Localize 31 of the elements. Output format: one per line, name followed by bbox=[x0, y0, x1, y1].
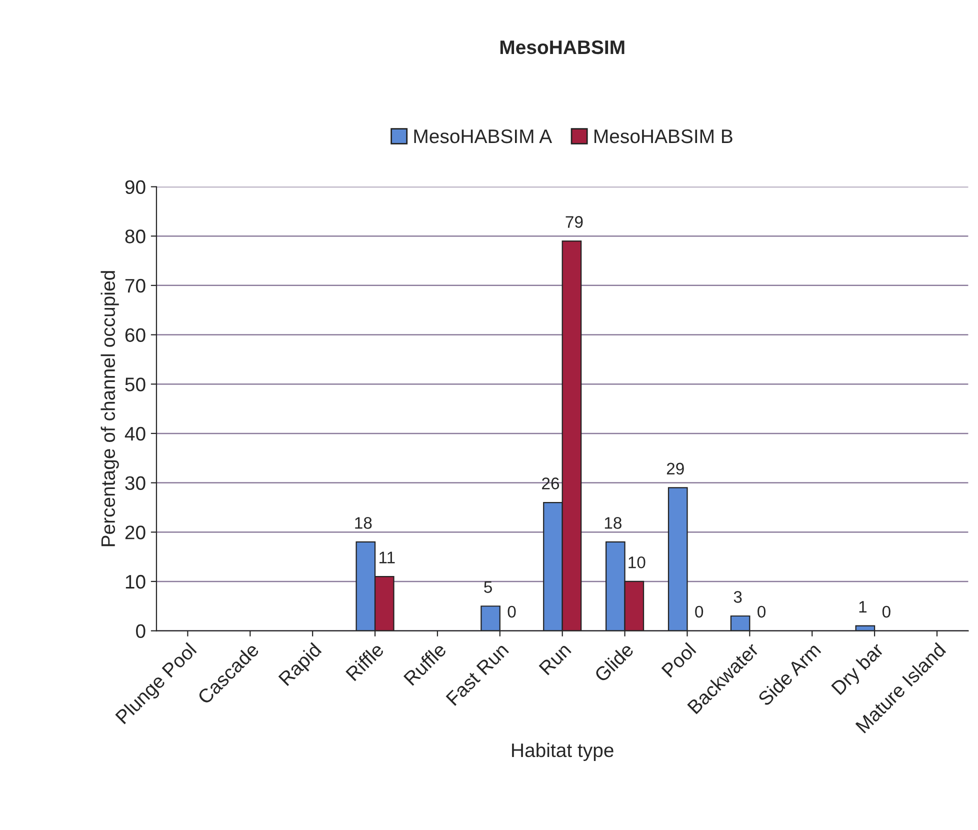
legend-label: MesoHABSIM B bbox=[594, 129, 732, 144]
data-label: 29 bbox=[666, 462, 684, 475]
data-label: 18 bbox=[604, 517, 622, 529]
data-label: 3 bbox=[734, 591, 742, 603]
x-tick-label: Side Arm bbox=[756, 642, 822, 706]
y-tick-label: 90 bbox=[125, 180, 146, 194]
data-label: 0 bbox=[695, 606, 704, 618]
data-label: 10 bbox=[628, 556, 646, 568]
data-label: 79 bbox=[566, 216, 583, 228]
x-tick-label: Fast Run bbox=[446, 642, 510, 706]
y-tick-label: 70 bbox=[125, 278, 146, 293]
data-label: 0 bbox=[758, 606, 766, 618]
data-label: 11 bbox=[380, 552, 395, 564]
chart-title: MesoHABSIM bbox=[500, 40, 624, 54]
x-tick-label: Run bbox=[538, 642, 572, 676]
y-tick-label: 80 bbox=[125, 230, 146, 244]
y-tick-label: 10 bbox=[126, 574, 146, 589]
y-tick-label: 0 bbox=[136, 624, 146, 638]
y-tick-label: 60 bbox=[125, 328, 146, 342]
y-tick-label: 30 bbox=[125, 476, 146, 490]
y-tick-label: 40 bbox=[124, 426, 146, 441]
data-label: 0 bbox=[882, 606, 890, 618]
y-axis-title: Percentage of channel occupied bbox=[100, 271, 119, 546]
x-axis-title: Habitat type bbox=[512, 742, 614, 762]
y-tick-label: 20 bbox=[125, 526, 146, 540]
legend-label: MesoHABSIM A bbox=[414, 129, 552, 144]
data-label: 0 bbox=[508, 606, 516, 618]
y-tick-label: 50 bbox=[125, 378, 146, 392]
data-label: 18 bbox=[355, 517, 372, 529]
data-label: 5 bbox=[484, 581, 492, 593]
data-label: 1 bbox=[859, 601, 867, 613]
